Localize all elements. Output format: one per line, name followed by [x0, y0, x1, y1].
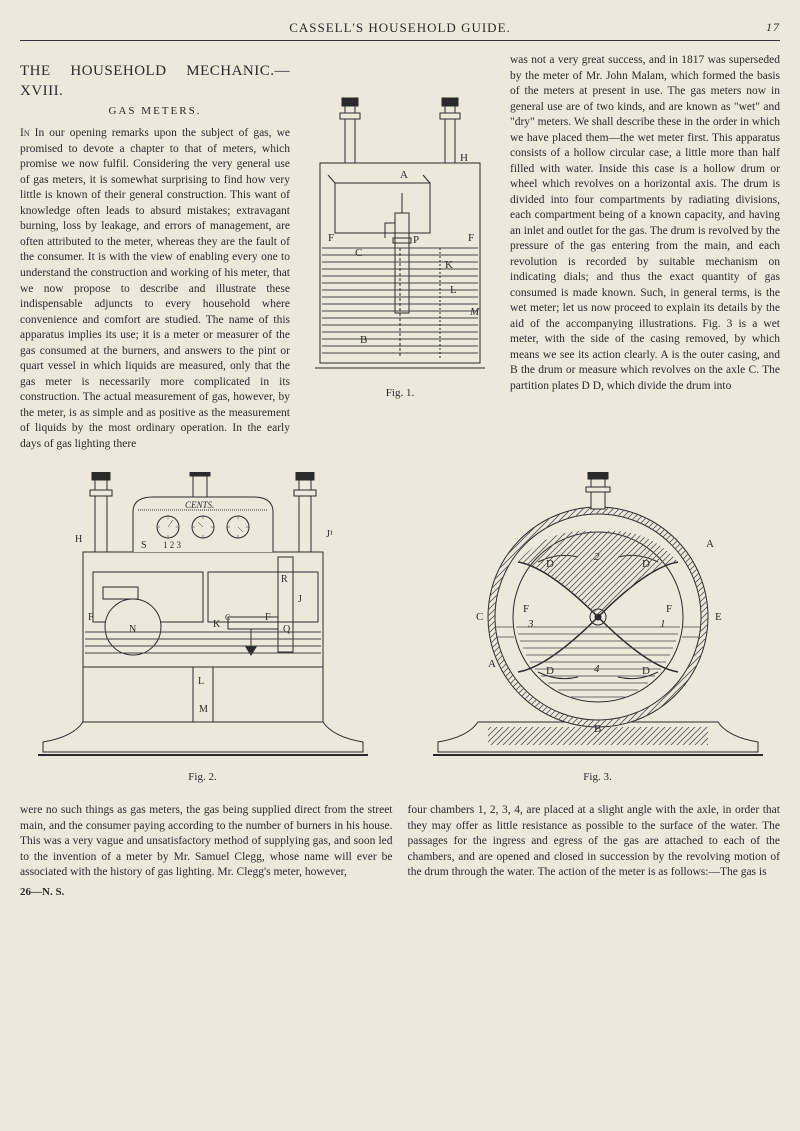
page-number: 17: [766, 20, 780, 35]
svg-text:Q: Q: [283, 624, 291, 635]
svg-text:M: M: [469, 306, 480, 318]
bottom-right-text: four chambers 1, 2, 3, 4, are placed at …: [408, 804, 781, 878]
article-subtitle: GAS METERS.: [20, 104, 290, 119]
svg-text:L: L: [450, 284, 457, 296]
svg-text:J: J: [298, 594, 302, 605]
svg-text:F: F: [265, 612, 271, 623]
svg-text:B: B: [594, 723, 601, 735]
fig3-label: Fig. 3.: [428, 771, 768, 783]
svg-text:F: F: [666, 603, 672, 615]
bottom-right-col: four chambers 1, 2, 3, 4, are placed at …: [408, 803, 781, 899]
bottom-section: were no such things as gas meters, the g…: [20, 803, 780, 899]
svg-text:D: D: [642, 558, 650, 570]
svg-text:P: P: [413, 234, 419, 246]
figure-3: A C E A D D D D F F B 1 2 3 4: [428, 472, 768, 762]
header-title: CASSELL'S HOUSEHOLD GUIDE.: [289, 20, 511, 35]
svg-text:D: D: [546, 558, 554, 570]
svg-text:S: S: [141, 540, 147, 551]
svg-text:H: H: [75, 534, 82, 545]
figure-3-box: A C E A D D D D F F B 1 2 3 4 Fig. 3.: [428, 472, 768, 783]
svg-text:K: K: [213, 619, 221, 630]
svg-text:F: F: [523, 603, 529, 615]
svg-text:N: N: [129, 624, 136, 635]
page-header: CASSELL'S HOUSEHOLD GUIDE. 17: [20, 20, 780, 41]
svg-text:H: H: [460, 152, 468, 164]
svg-text:A: A: [400, 169, 408, 181]
svg-text:C: C: [355, 247, 362, 259]
right-column: was not a very great success, and in 181…: [510, 53, 780, 452]
svg-text:L: L: [198, 676, 204, 687]
footer-mark: 26—N. S.: [20, 885, 393, 900]
svg-text:CENTS.: CENTS.: [185, 500, 214, 510]
center-column: A H F F C P K L M B Fig. 1.: [300, 53, 500, 452]
bottom-left-col: were no such things as gas meters, the g…: [20, 803, 393, 899]
svg-text:C: C: [476, 611, 483, 623]
svg-text:C: C: [225, 613, 230, 622]
mid-section: CENTS. 1 2 3 H S J¹ J R F F N K C Q L M …: [20, 472, 780, 783]
svg-text:M: M: [199, 704, 208, 715]
svg-text:A: A: [706, 538, 714, 550]
svg-text:R: R: [281, 574, 288, 585]
article-title: THE HOUSEHOLD MECHANIC.—XVIII.: [20, 61, 290, 102]
svg-text:K: K: [445, 259, 453, 271]
svg-text:A: A: [488, 658, 496, 670]
body-right: The gas meters now in general use are of…: [510, 85, 780, 392]
svg-text:B: B: [360, 334, 367, 346]
svg-text:4: 4: [594, 663, 600, 675]
svg-text:J¹: J¹: [326, 529, 333, 540]
svg-text:3: 3: [527, 618, 534, 630]
fig2-label: Fig. 2.: [33, 771, 373, 783]
svg-text:E: E: [715, 611, 722, 623]
body-left: In our opening remarks upon the subject …: [20, 127, 290, 449]
svg-text:2: 2: [594, 551, 600, 563]
top-section: THE HOUSEHOLD MECHANIC.—XVIII. GAS METER…: [20, 53, 780, 452]
bottom-left-text: were no such things as gas meters, the g…: [20, 804, 393, 878]
svg-text:1: 1: [660, 618, 666, 630]
svg-text:F: F: [88, 612, 94, 623]
svg-text:F: F: [468, 232, 474, 244]
svg-text:F: F: [328, 232, 334, 244]
figure-2: CENTS. 1 2 3 H S J¹ J R F F N K C Q L M: [33, 472, 373, 762]
left-column: THE HOUSEHOLD MECHANIC.—XVIII. GAS METER…: [20, 53, 290, 452]
fig1-label: Fig. 1.: [386, 387, 414, 399]
figure-2-box: CENTS. 1 2 3 H S J¹ J R F F N K C Q L M …: [33, 472, 373, 783]
svg-text:1 2 3: 1 2 3: [163, 540, 182, 550]
svg-text:D: D: [546, 665, 554, 677]
figure-1: A H F F C P K L M B: [300, 93, 500, 383]
svg-text:D: D: [642, 665, 650, 677]
